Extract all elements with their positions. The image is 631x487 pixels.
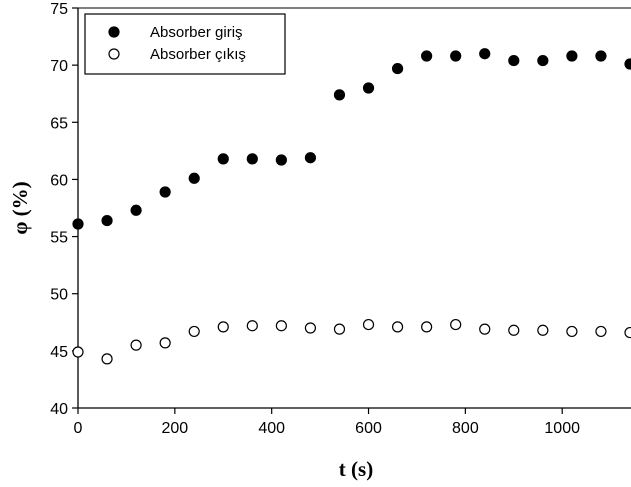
legend: Absorber giriş Absorber çıkış bbox=[84, 13, 286, 75]
series-absorber-giris bbox=[72, 48, 631, 230]
y-tick-label: 45 bbox=[50, 344, 68, 361]
data-point bbox=[130, 339, 142, 351]
data-series bbox=[72, 48, 631, 365]
series-absorber-cikis bbox=[72, 318, 631, 365]
data-point bbox=[188, 325, 200, 338]
data-point bbox=[508, 324, 520, 336]
plot-area bbox=[77, 7, 631, 409]
x-tick-label: 800 bbox=[452, 420, 479, 437]
legend-box bbox=[84, 13, 286, 75]
y-tick-label: 75 bbox=[50, 1, 68, 18]
data-point bbox=[537, 324, 549, 336]
data-point bbox=[479, 48, 491, 60]
data-point bbox=[130, 204, 142, 216]
data-point bbox=[450, 50, 462, 62]
data-point bbox=[566, 50, 578, 62]
data-point bbox=[508, 54, 520, 67]
x-tick-label: 200 bbox=[161, 420, 188, 437]
y-tick-label: 40 bbox=[50, 401, 68, 418]
data-point bbox=[246, 320, 258, 332]
data-point bbox=[72, 218, 84, 230]
data-point bbox=[188, 172, 200, 184]
data-point bbox=[217, 321, 229, 333]
data-point bbox=[595, 50, 607, 62]
data-point bbox=[246, 153, 258, 165]
data-point bbox=[595, 325, 607, 338]
x-tick-label: 400 bbox=[258, 420, 285, 437]
data-point bbox=[275, 154, 287, 166]
data-point bbox=[421, 321, 433, 333]
data-point bbox=[391, 321, 404, 333]
data-point bbox=[624, 58, 631, 70]
x-tick-label: 0 bbox=[74, 420, 83, 437]
data-point bbox=[566, 325, 578, 338]
y-tick-label: 70 bbox=[50, 58, 68, 75]
data-point bbox=[275, 320, 287, 332]
x-tick-label: 1000 bbox=[544, 420, 580, 437]
y-tick-label: 60 bbox=[50, 172, 68, 189]
y-tick-label: 65 bbox=[50, 115, 68, 132]
x-axis: 0 200 400 600 800 1000 bbox=[74, 408, 580, 437]
data-point bbox=[101, 214, 113, 227]
data-point bbox=[391, 62, 404, 75]
data-point bbox=[72, 346, 84, 358]
data-point bbox=[450, 318, 462, 331]
x-tick-label: 600 bbox=[355, 420, 382, 437]
data-point bbox=[101, 353, 113, 365]
y-axis: 40 45 50 55 60 65 70 75 bbox=[50, 1, 78, 418]
legend-marker bbox=[108, 48, 120, 60]
y-axis-title: φ (%) bbox=[8, 181, 32, 234]
data-point bbox=[159, 186, 171, 198]
data-point bbox=[362, 318, 375, 331]
data-point bbox=[362, 82, 375, 94]
y-tick-label: 55 bbox=[50, 230, 68, 247]
data-point bbox=[159, 337, 171, 349]
data-point bbox=[217, 153, 229, 165]
legend-marker bbox=[108, 26, 120, 38]
data-point bbox=[333, 89, 346, 101]
data-point bbox=[333, 323, 346, 335]
data-point bbox=[479, 323, 491, 335]
data-point bbox=[304, 152, 317, 164]
data-point bbox=[624, 326, 631, 339]
legend-label: Absorber çıkış bbox=[150, 46, 246, 63]
legend-label: Absorber giriş bbox=[150, 24, 243, 41]
data-point bbox=[537, 54, 549, 67]
data-point bbox=[421, 50, 433, 62]
y-tick-label: 50 bbox=[50, 287, 68, 304]
data-point bbox=[304, 322, 317, 334]
x-axis-title: t (s) bbox=[339, 457, 373, 481]
